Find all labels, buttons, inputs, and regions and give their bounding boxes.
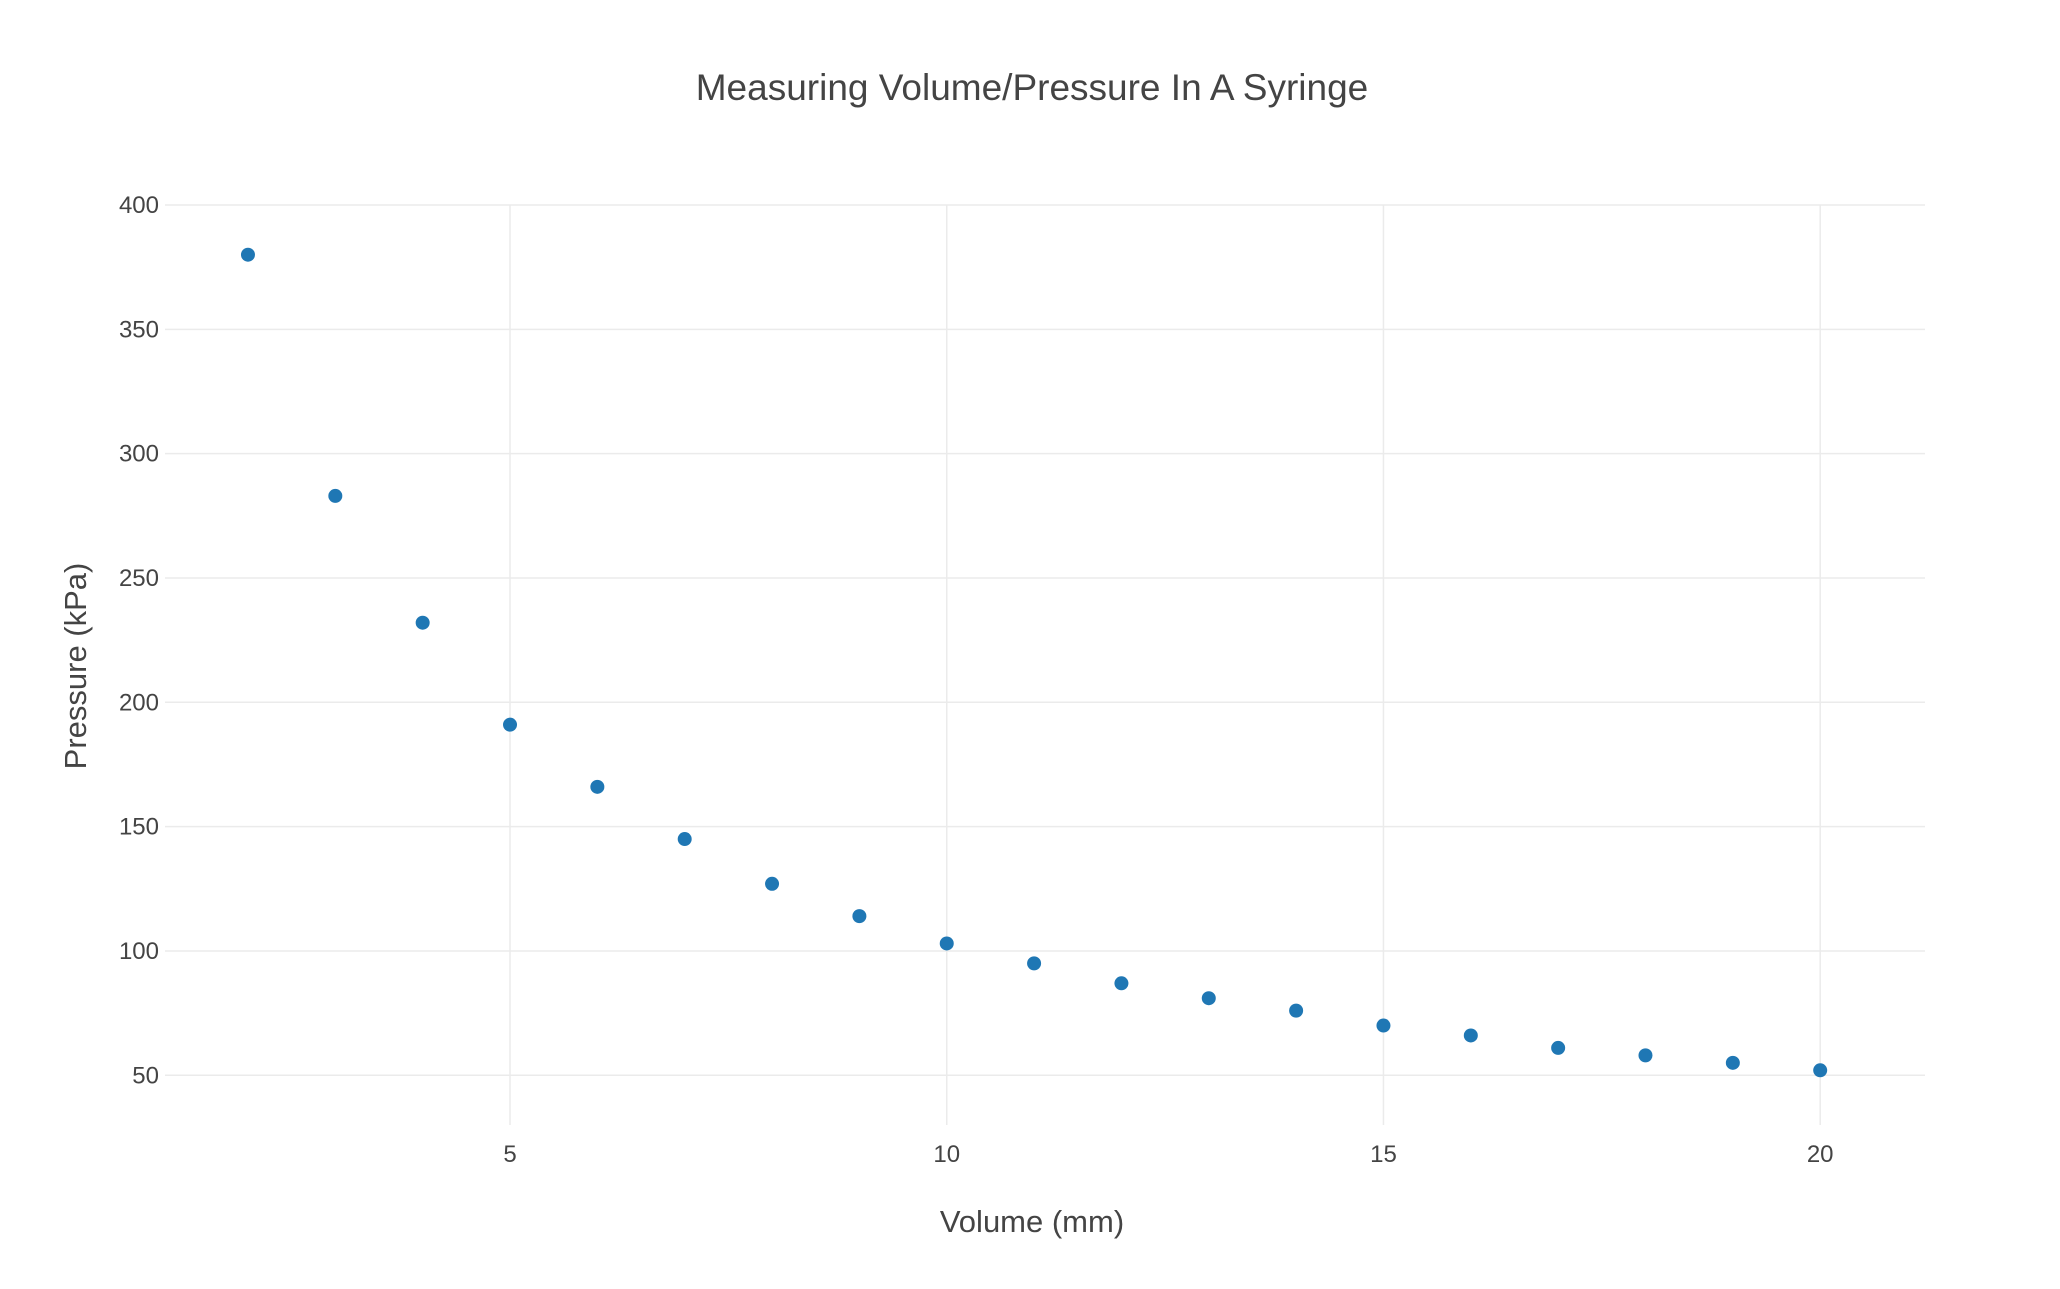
data-point-6[interactable] <box>590 779 605 794</box>
data-point-20[interactable] <box>1813 1063 1828 1078</box>
y-tick-labels: 50 100 150 200 250 300 350 400 <box>119 192 159 1089</box>
x-tick-label-10: 10 <box>933 1141 960 1168</box>
data-point-10[interactable] <box>939 936 954 951</box>
data-point-4[interactable] <box>415 615 430 630</box>
y-axis-title: Pressure (kPa) <box>58 563 93 770</box>
data-point-8[interactable] <box>765 876 780 891</box>
data-point-3[interactable] <box>328 488 343 503</box>
data-point-15[interactable] <box>1376 1018 1391 1033</box>
data-point-17[interactable] <box>1551 1040 1566 1055</box>
y-tick-label-50: 50 <box>132 1062 159 1089</box>
data-points <box>240 247 1828 1078</box>
data-point-18[interactable] <box>1638 1048 1653 1063</box>
data-point-5[interactable] <box>503 717 518 732</box>
data-point-19[interactable] <box>1725 1055 1740 1070</box>
y-tick-label-350: 350 <box>119 316 159 343</box>
y-tick-label-200: 200 <box>119 689 159 716</box>
x-tick-label-5: 5 <box>503 1141 516 1168</box>
data-point-12[interactable] <box>1114 976 1129 991</box>
x-tick-label-20: 20 <box>1807 1141 1834 1168</box>
x-tick-label-15: 15 <box>1370 1141 1397 1168</box>
data-point-2[interactable] <box>240 247 255 262</box>
y-tick-label-250: 250 <box>119 565 159 592</box>
y-gridlines <box>165 204 1925 1077</box>
data-point-11[interactable] <box>1027 956 1042 971</box>
y-tick-label-300: 300 <box>119 441 159 468</box>
data-point-13[interactable] <box>1201 991 1216 1006</box>
x-tick-labels: 5 10 15 20 <box>503 1141 1833 1168</box>
y-tick-label-400: 400 <box>119 192 159 219</box>
data-point-14[interactable] <box>1289 1003 1304 1018</box>
y-tick-label-100: 100 <box>119 938 159 965</box>
data-point-9[interactable] <box>852 909 867 924</box>
data-point-7[interactable] <box>677 832 692 847</box>
data-point-16[interactable] <box>1463 1028 1478 1043</box>
x-gridlines <box>509 205 1821 1125</box>
y-tick-label-150: 150 <box>119 814 159 841</box>
chart-title: Measuring Volume/Pressure In A Syringe <box>696 67 1369 108</box>
x-axis-title: Volume (mm) <box>940 1204 1124 1239</box>
